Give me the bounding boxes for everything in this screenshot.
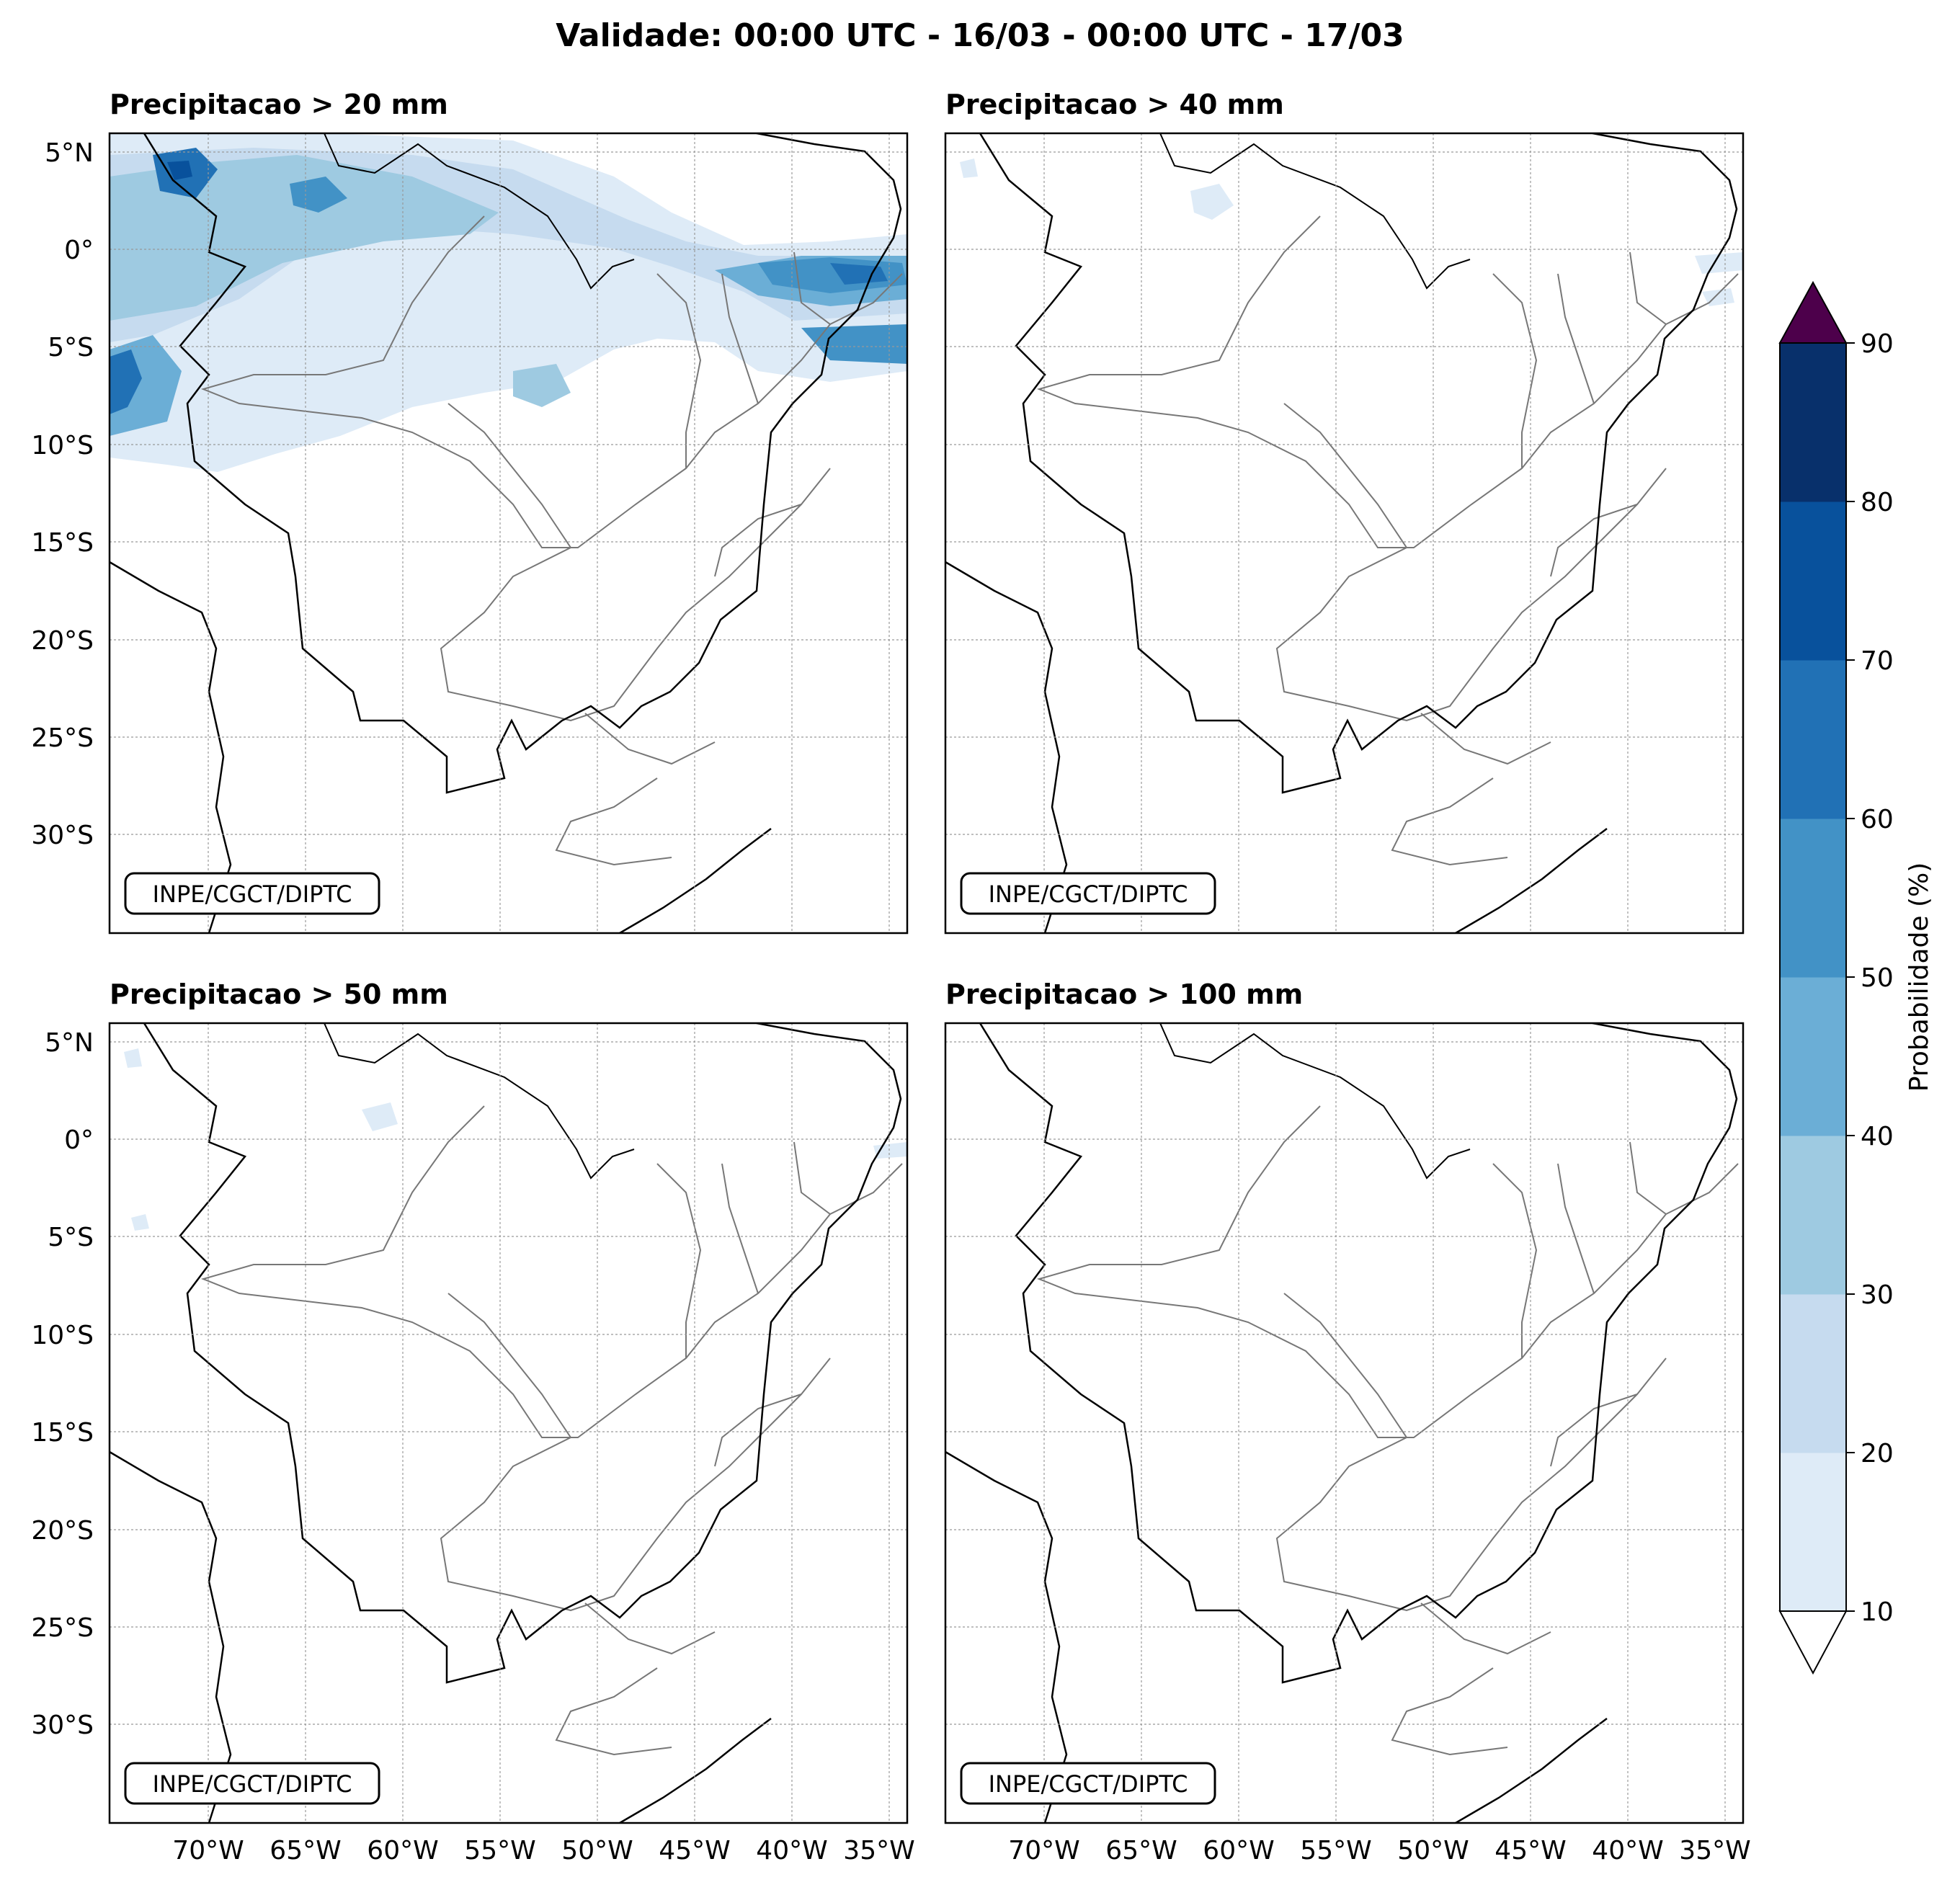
map-frame xyxy=(108,132,909,935)
colorbar: 10 20 30 40 50 60 70 80 90 Probabilidade (%) xyxy=(1778,280,1934,1675)
colorbar-tick-label: 10 xyxy=(1861,1597,1894,1627)
svg-text:55°W: 55°W xyxy=(1300,1836,1371,1865)
country-borders xyxy=(110,133,902,933)
lat-axis-labels: 5°N 0° 5°S 10°S 15°S 20°S 25°S 30°S xyxy=(31,1028,94,1740)
gridlines xyxy=(110,133,907,933)
lon-axis-labels: 70°W 65°W 60°W 55°W 50°W 45°W 40°W 35°W xyxy=(1008,1836,1750,1865)
credit-label: INPE/CGCT/DIPTC xyxy=(153,880,352,908)
svg-text:40°W: 40°W xyxy=(756,1836,827,1865)
panel-title: Precipitacao > 100 mm xyxy=(945,978,1303,1010)
svg-text:45°W: 45°W xyxy=(659,1836,730,1865)
svg-text:30°S: 30°S xyxy=(31,821,94,850)
gridlines xyxy=(110,1023,907,1823)
colorbar-over-triangle xyxy=(1778,280,1848,344)
colorbar-ticks: 10 20 30 40 50 60 70 80 90 xyxy=(1846,329,1894,1627)
svg-text:15°S: 15°S xyxy=(31,1418,94,1448)
gridlines xyxy=(945,133,1743,933)
svg-text:20°S: 20°S xyxy=(31,1516,94,1546)
map-panel-100mm: Precipitacao > 100 mm INPE/CGCT/DIPTC 70… xyxy=(944,978,1751,1865)
svg-text:5°N: 5°N xyxy=(45,1028,94,1058)
colorbar-band xyxy=(1780,1453,1846,1612)
svg-text:40°W: 40°W xyxy=(1592,1836,1663,1865)
colorbar-band xyxy=(1780,343,1846,502)
colorbar-tick-label: 50 xyxy=(1861,963,1894,993)
gridlines xyxy=(945,1023,1743,1823)
credit-box xyxy=(124,872,380,915)
credit-box xyxy=(960,1762,1216,1805)
map-panel-50mm: Precipitacao > 50 mm xyxy=(31,978,914,1865)
svg-text:35°W: 35°W xyxy=(843,1836,914,1865)
colorbar-tick-label: 40 xyxy=(1861,1122,1894,1151)
colorbar-label: Probabilidade (%) xyxy=(1905,862,1934,1092)
colorbar-band xyxy=(1780,1136,1846,1295)
map-panel-40mm: Precipitacao > 40 mm xyxy=(944,89,1745,935)
panel-title: Precipitacao > 40 mm xyxy=(945,89,1284,120)
svg-text:35°W: 35°W xyxy=(1679,1836,1750,1865)
svg-text:50°W: 50°W xyxy=(561,1836,633,1865)
colorbar-tick-label: 20 xyxy=(1861,1439,1894,1468)
panel-title: Precipitacao > 20 mm xyxy=(110,89,448,120)
svg-text:5°S: 5°S xyxy=(48,1223,94,1252)
colorbar-under-triangle xyxy=(1778,1610,1848,1675)
svg-text:5°N: 5°N xyxy=(45,138,94,168)
colorbar-band xyxy=(1780,1294,1846,1453)
probability-shading xyxy=(110,133,907,472)
credit-box xyxy=(960,872,1216,915)
map-frame xyxy=(944,132,1745,935)
colorbar-tick-label: 30 xyxy=(1861,1280,1894,1310)
svg-text:10°S: 10°S xyxy=(31,431,94,460)
svg-text:60°W: 60°W xyxy=(367,1836,438,1865)
svg-text:25°S: 25°S xyxy=(31,723,94,753)
svg-text:5°S: 5°S xyxy=(48,333,94,362)
colorbar-band xyxy=(1780,501,1846,661)
svg-text:15°S: 15°S xyxy=(31,528,94,558)
svg-text:65°W: 65°W xyxy=(270,1836,341,1865)
colorbar-band xyxy=(1780,977,1846,1136)
colorbar-bands xyxy=(1780,343,1846,1612)
lon-axis-labels: 70°W 65°W 60°W 55°W 50°W 45°W 40°W 35°W xyxy=(172,1836,914,1865)
credit-box xyxy=(124,1762,380,1805)
country-borders xyxy=(945,133,1738,933)
probability-shading xyxy=(960,159,1743,306)
svg-text:70°W: 70°W xyxy=(1008,1836,1079,1865)
colorbar-band xyxy=(1780,660,1846,819)
svg-text:25°S: 25°S xyxy=(31,1613,94,1643)
map-panel-20mm: Precipitacao > 20 mm xyxy=(31,89,909,935)
svg-text:65°W: 65°W xyxy=(1105,1836,1177,1865)
credit-label: INPE/CGCT/DIPTC xyxy=(989,880,1188,908)
map-frame xyxy=(108,1022,909,1824)
state-borders xyxy=(1036,215,1739,866)
svg-text:10°S: 10°S xyxy=(31,1321,94,1350)
colorbar-band xyxy=(1780,819,1846,978)
panel-title: Precipitacao > 50 mm xyxy=(110,978,448,1010)
colorbar-tick-label: 90 xyxy=(1861,329,1894,359)
state-borders xyxy=(1036,1105,1739,1756)
svg-text:70°W: 70°W xyxy=(172,1836,244,1865)
country-borders xyxy=(110,1023,902,1823)
svg-text:55°W: 55°W xyxy=(464,1836,535,1865)
probability-shading xyxy=(124,1048,907,1231)
svg-text:0°: 0° xyxy=(64,1125,94,1155)
country-borders xyxy=(945,1023,1738,1823)
svg-text:0°: 0° xyxy=(64,236,94,265)
svg-text:30°S: 30°S xyxy=(31,1711,94,1740)
state-borders xyxy=(200,215,903,866)
colorbar-tick-label: 80 xyxy=(1861,488,1894,517)
state-borders xyxy=(200,1105,903,1756)
svg-text:20°S: 20°S xyxy=(31,626,94,656)
colorbar-tick-label: 70 xyxy=(1861,646,1894,676)
lat-axis-labels: 5°N 0° 5°S 10°S 15°S 20°S 25°S 30°S xyxy=(31,138,94,850)
svg-text:45°W: 45°W xyxy=(1494,1836,1566,1865)
colorbar-tick-label: 60 xyxy=(1861,805,1894,834)
figure-title: Validade: 00:00 UTC - 16/03 - 00:00 UTC … xyxy=(556,17,1404,54)
credit-label: INPE/CGCT/DIPTC xyxy=(153,1770,352,1798)
svg-text:50°W: 50°W xyxy=(1397,1836,1469,1865)
map-frame xyxy=(944,1022,1745,1824)
credit-label: INPE/CGCT/DIPTC xyxy=(989,1770,1188,1798)
svg-text:60°W: 60°W xyxy=(1203,1836,1274,1865)
